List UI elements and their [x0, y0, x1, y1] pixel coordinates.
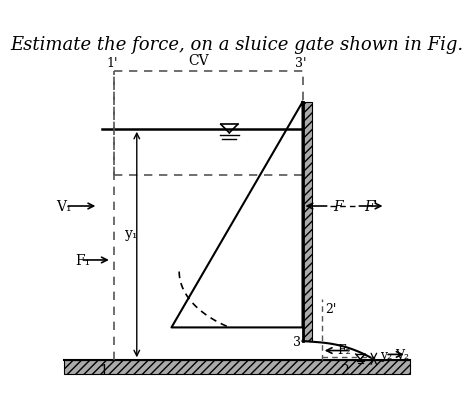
Text: V₁: V₁ — [56, 199, 72, 214]
Text: y₁: y₁ — [125, 226, 138, 240]
Bar — [64, 360, 410, 374]
Text: V₂: V₂ — [395, 348, 409, 361]
Bar — [302, 103, 312, 341]
Text: 3': 3' — [295, 57, 306, 70]
Text: 2: 2 — [340, 363, 349, 377]
Text: F: F — [333, 199, 343, 214]
Text: 1': 1' — [106, 57, 118, 70]
Text: 3: 3 — [293, 335, 301, 348]
Text: y₂: y₂ — [380, 348, 392, 361]
Text: Estimate the force, on a sluice gate shown in Fig.: Estimate the force, on a sluice gate sho… — [10, 36, 464, 54]
Text: 1: 1 — [100, 363, 109, 377]
Text: F₁: F₁ — [75, 253, 90, 267]
Text: 2': 2' — [326, 302, 337, 315]
Text: CV: CV — [188, 54, 209, 68]
Text: F₂: F₂ — [337, 344, 351, 356]
Text: F': F' — [364, 199, 378, 214]
